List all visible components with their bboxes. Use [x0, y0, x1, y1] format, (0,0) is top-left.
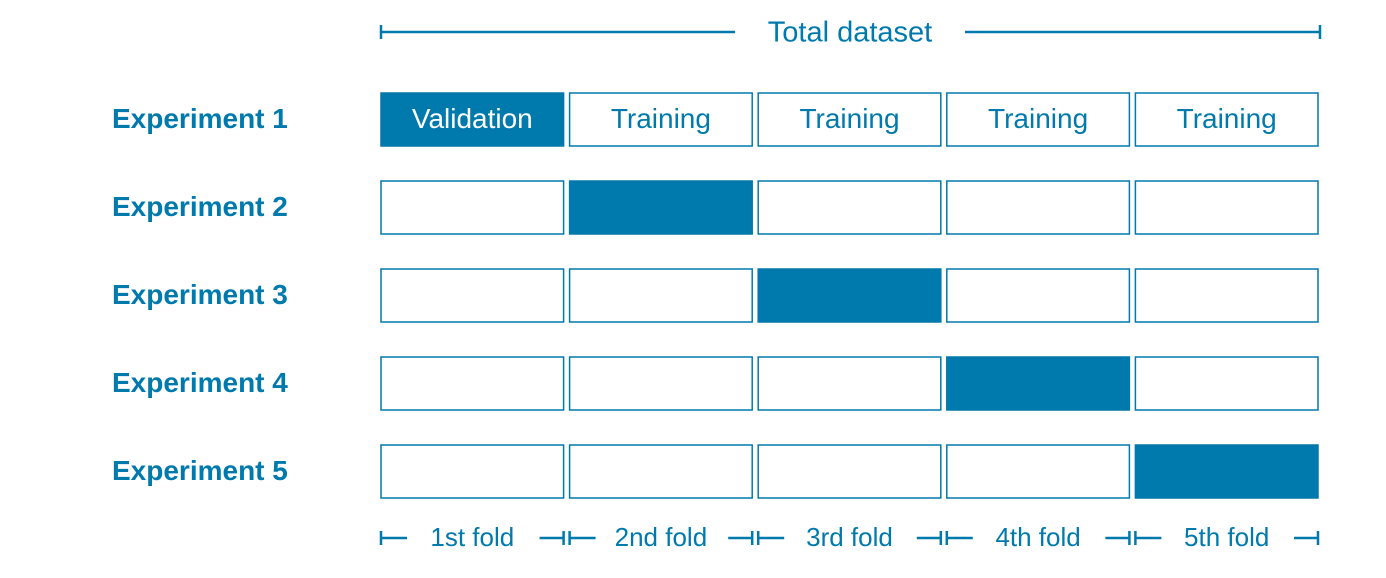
validation-fold: [946, 356, 1131, 411]
training-fold: [946, 180, 1131, 235]
training-fold: [1134, 268, 1319, 323]
training-fold: [1134, 92, 1319, 147]
validation-fold: [757, 268, 942, 323]
experiment-label: Experiment 4: [112, 367, 288, 398]
training-fold: [946, 444, 1131, 499]
experiment-label: Experiment 3: [112, 279, 288, 310]
fold-name: 1st fold: [430, 522, 514, 552]
training-fold: [380, 444, 565, 499]
fold-name: 4th fold: [995, 522, 1080, 552]
fold-label: Training: [988, 103, 1088, 134]
fold-label: Training: [611, 103, 711, 134]
dataset-title: Total dataset: [768, 17, 932, 49]
fold-label: Training: [799, 103, 899, 134]
fold-name: 2nd fold: [615, 522, 708, 552]
validation-fold: [380, 92, 565, 147]
experiment-label: Experiment 2: [112, 191, 288, 222]
fold-label: Validation: [412, 103, 533, 134]
training-fold: [380, 356, 565, 411]
training-fold: [1134, 356, 1319, 411]
experiment-label: Experiment 1: [112, 103, 288, 134]
validation-fold: [568, 180, 753, 235]
experiment-label: Experiment 5: [112, 455, 288, 486]
training-fold: [568, 356, 753, 411]
training-fold: [946, 268, 1131, 323]
fold-name: 3rd fold: [806, 522, 893, 552]
training-fold: [568, 444, 753, 499]
training-fold: [946, 92, 1131, 147]
training-fold: [757, 444, 942, 499]
training-fold: [380, 268, 565, 323]
training-fold: [757, 180, 942, 235]
training-fold: [380, 180, 565, 235]
fold-name: 5th fold: [1184, 522, 1269, 552]
training-fold: [568, 268, 753, 323]
training-fold: [568, 92, 753, 147]
fold-label: Training: [1177, 103, 1277, 134]
training-fold: [757, 356, 942, 411]
training-fold: [757, 92, 942, 147]
validation-fold: [1134, 444, 1319, 499]
training-fold: [1134, 180, 1319, 235]
